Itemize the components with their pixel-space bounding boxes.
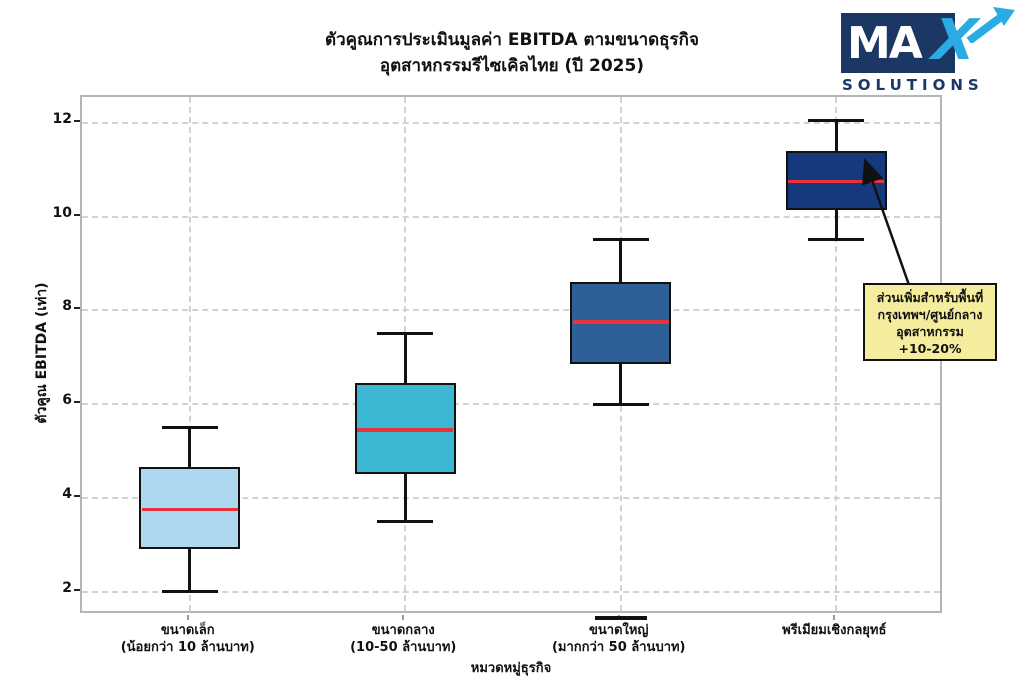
- chart-subtitle: อุตสาหกรรมรีไซเคิลไทย (ปี 2025): [379, 56, 645, 76]
- chart-title-block: ตัวคูณการประเมินมูลค่า EBITDA ตามขนาดธุร…: [0, 27, 1024, 79]
- gridline-horizontal: [82, 590, 940, 593]
- x-tick-label-line1: พรีเมียมเชิงกลยุทธ์: [782, 623, 887, 638]
- y-tick-label: 2: [62, 579, 72, 596]
- logo-text-solutions: SOLUTIONS: [842, 76, 984, 94]
- x-tick-label-line1: ขนาดใหญ่: [588, 623, 649, 638]
- annotation-box: ส่วนเพิ่มสำหรับพื้นที่ กรุงเทพฯ/ศูนย์กลา…: [863, 283, 997, 361]
- y-tick-label: 8: [62, 298, 72, 315]
- logo-text-ma: MA: [847, 18, 923, 69]
- whisker-cap: [808, 238, 865, 242]
- x-tick-mark: [402, 615, 405, 620]
- x-tick-label-line1: ขนาดเล็ก: [160, 623, 215, 638]
- gridline-horizontal: [82, 121, 940, 124]
- x-tick-mark: [186, 615, 189, 620]
- annotation-line-3: อุตสาหกรรม: [896, 324, 964, 339]
- chart-title: ตัวคูณการประเมินมูลค่า EBITDA ตามขนาดธุร…: [325, 30, 699, 50]
- gridline-horizontal: [82, 215, 940, 218]
- x-tick-label: ขนาดเล็ก (น้อยกว่า 10 ล้านบาท): [121, 622, 255, 656]
- whisker-cap: [592, 402, 649, 406]
- y-tick-label: 4: [62, 485, 72, 502]
- median-line: [357, 428, 454, 432]
- x-tick-label-line1: ขนาดกลาง: [371, 623, 435, 638]
- gridline-horizontal: [82, 403, 940, 406]
- y-tick-mark: [74, 588, 80, 591]
- y-tick-mark: [74, 401, 80, 404]
- whisker-cap: [808, 118, 865, 122]
- x-tick-mark: [833, 615, 836, 620]
- whisker-cap: [592, 238, 649, 242]
- whisker-cap: [161, 590, 218, 594]
- median-line: [572, 320, 669, 324]
- plot-area: [80, 95, 942, 613]
- x-tick-label: ขนาดกลาง (10-50 ล้านบาท): [350, 622, 456, 656]
- y-tick-label: 10: [52, 204, 72, 221]
- x-tick-label-line2: (น้อยกว่า 10 ล้านบาท): [120, 640, 255, 655]
- gridline-horizontal: [82, 496, 940, 499]
- logo-arrow-icon: [966, 7, 1015, 43]
- y-tick-mark: [74, 119, 80, 122]
- median-line: [788, 179, 885, 184]
- annotation-line-4: +10-20%: [898, 341, 962, 356]
- whisker-cap: [377, 519, 434, 523]
- label-overline: [594, 616, 647, 620]
- y-tick-label: 6: [62, 392, 72, 409]
- annotation-line-1: ส่วนเพิ่มสำหรับพื้นที่: [876, 290, 984, 305]
- gridline-horizontal: [82, 309, 940, 312]
- gridline-vertical: [835, 97, 838, 611]
- x-axis-title: หมวดหมู่ธุรกิจ: [470, 661, 552, 676]
- logo-background-rect: [841, 13, 955, 73]
- max-solutions-logo: MA X SOLUTIONS: [841, 7, 1016, 100]
- whisker-cap: [377, 332, 434, 336]
- x-tick-label: พรีเมียมเชิงกลยุทธ์: [782, 622, 886, 639]
- annotation-line-2: กรุงเทพฯ/ศูนย์กลาง: [877, 307, 983, 322]
- x-tick-label-line2: (10-50 ล้านบาท): [350, 640, 457, 655]
- y-tick-mark: [74, 213, 80, 216]
- y-tick-label: 12: [52, 110, 72, 127]
- x-tick-label: ขนาดใหญ่ (มากกว่า 50 ล้านบาท): [552, 622, 686, 656]
- median-line: [141, 507, 238, 512]
- y-tick-mark: [74, 494, 80, 497]
- gridline-vertical: [188, 97, 191, 611]
- y-tick-mark: [74, 307, 80, 310]
- x-tick-label-line2: (มากกว่า 50 ล้านบาท): [551, 640, 686, 655]
- whisker-cap: [161, 425, 218, 429]
